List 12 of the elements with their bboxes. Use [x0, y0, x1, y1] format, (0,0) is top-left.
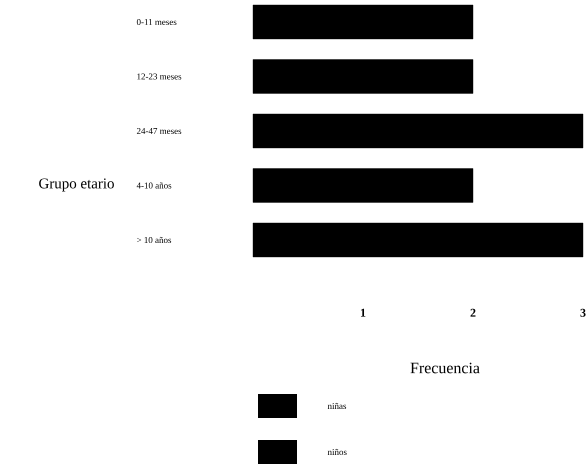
x-tick-label: 2	[470, 308, 476, 317]
x-tick-label: 3	[580, 308, 586, 317]
y-tick-label: 24-47 meses	[136, 128, 182, 134]
y-tick-label: 12-23 meses	[137, 73, 182, 80]
y-tick-label: > 10 años	[136, 236, 172, 244]
x-axis-title: Frecuencia	[410, 362, 480, 374]
y-tick-label: 0-11 meses	[136, 18, 176, 26]
text: niñas	[328, 402, 346, 410]
legend-label: niños	[328, 448, 347, 456]
y-tick-label: 4-10 años	[136, 182, 172, 189]
x-tick-label: 1	[360, 308, 366, 317]
y-axis-title: Grupo etario	[39, 178, 114, 192]
